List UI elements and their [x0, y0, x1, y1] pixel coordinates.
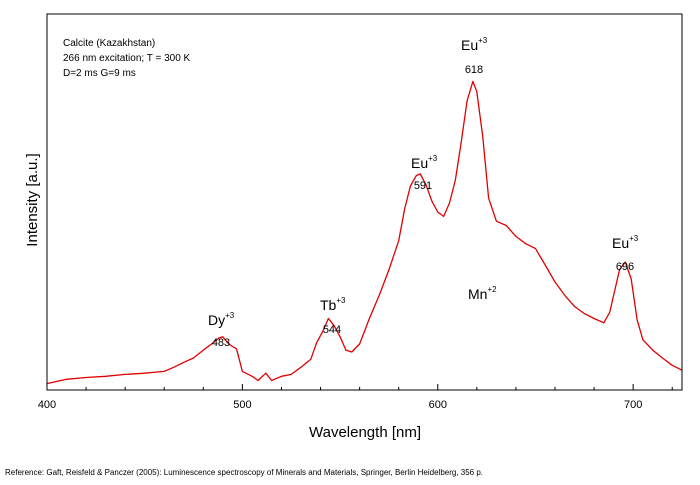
sample-label: Calcite (Kazakhstan) [63, 38, 155, 49]
peak-wavelength-label: 544 [323, 324, 341, 336]
peak-ion-label: Eu+3 [612, 234, 639, 251]
spectrum-line [46, 80, 683, 385]
spectrum-chart: Calcite (Kazakhstan) 266 nm excitation; … [24, 13, 683, 441]
x-tick-label: 700 [624, 399, 642, 411]
axis-ticks: 400 500 600 700 [38, 384, 673, 411]
excitation-label: 266 nm excitation; T = 300 K [63, 53, 191, 64]
peak-wavelength-label: 696 [616, 261, 634, 273]
peak-wavelength-label: 618 [465, 64, 483, 76]
peak-ion-label: Eu+3 [461, 36, 488, 53]
peak-annotations: Dy+3 483 Tb+3 544 Eu+3 591 Eu+3 618 Eu+3 696 Mn+2 [208, 36, 639, 349]
peak-ion-label: Mn+2 [468, 285, 497, 302]
x-axis-label: Wavelength [nm] [309, 424, 421, 441]
x-tick-label: 400 [38, 399, 56, 411]
peak-wavelength-label: 483 [212, 337, 230, 349]
peak-ion-label: Dy+3 [208, 311, 235, 328]
info-box: Calcite (Kazakhstan) 266 nm excitation; … [63, 38, 191, 79]
peak-ion-label: Tb+3 [320, 296, 346, 313]
plot-frame [46, 13, 683, 391]
peak-ion-label: Eu+3 [411, 154, 438, 171]
gate-label: D=2 ms G=9 ms [63, 68, 136, 79]
y-axis-label: Intensity [a.u.] [24, 153, 41, 246]
reference-text: Reference: Gaft, Reisfeld & Panczer (200… [5, 468, 484, 477]
x-tick-label: 600 [429, 399, 447, 411]
x-tick-label: 500 [233, 399, 251, 411]
peak-wavelength-label: 591 [414, 180, 432, 192]
